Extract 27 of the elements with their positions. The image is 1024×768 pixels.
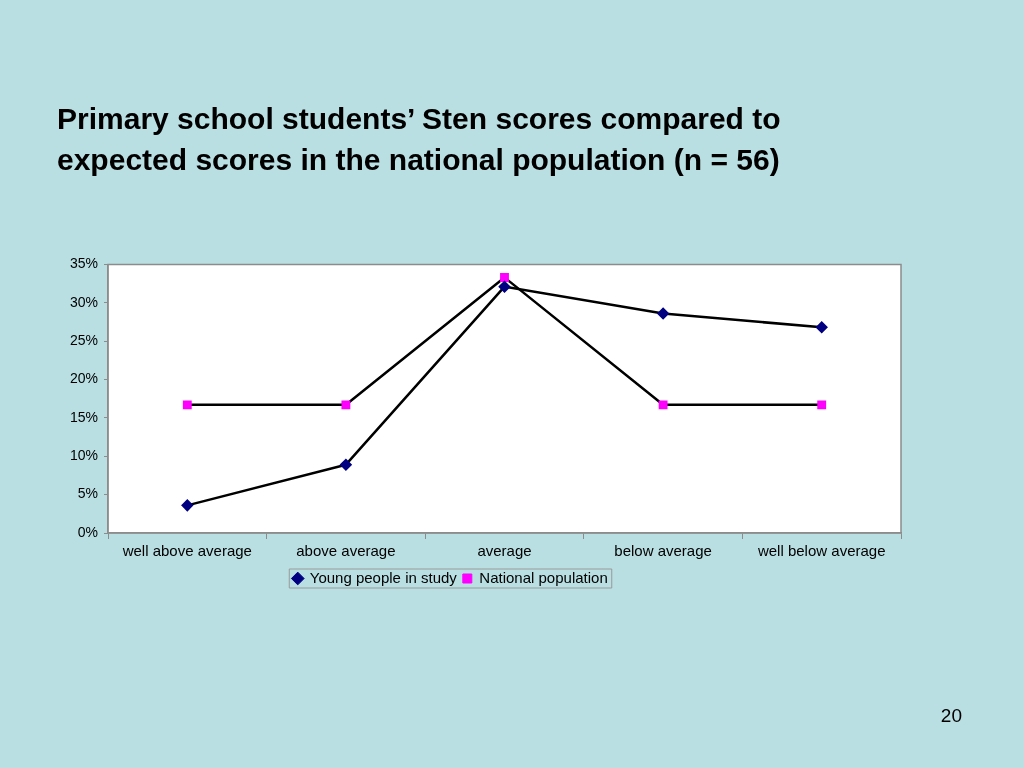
y-tick-label: 5% xyxy=(77,485,98,502)
y-tick-label: 10% xyxy=(69,447,98,464)
point xyxy=(498,280,511,293)
chart-title: Primary school students’ Sten scores compared to expected scores in the national population (n = 56) xyxy=(57,101,782,178)
point xyxy=(340,458,352,471)
y-tick-label: 20% xyxy=(69,370,98,387)
text: 20 xyxy=(940,705,962,727)
point xyxy=(658,400,668,410)
point xyxy=(182,400,192,410)
x-tick-label: well below average xyxy=(756,542,886,560)
point xyxy=(815,321,828,334)
x-tick-label: average xyxy=(477,542,532,560)
y-tick-label: 15% xyxy=(69,408,98,425)
x-tick-label: below average xyxy=(614,542,712,560)
point xyxy=(817,400,827,410)
point xyxy=(181,499,194,512)
point xyxy=(657,307,669,320)
point xyxy=(341,400,351,410)
point xyxy=(500,273,509,282)
legend-label: National population xyxy=(479,568,608,586)
x-tick-label: well above average xyxy=(121,542,252,560)
y-tick-label: 0% xyxy=(77,523,98,540)
legend-label: Young people in study xyxy=(309,568,458,586)
y-tick-label: 30% xyxy=(69,293,98,310)
x-tick-label: above average xyxy=(296,542,396,560)
y-tick-label: 35% xyxy=(69,255,98,272)
y-tick-label: 25% xyxy=(69,332,98,348)
